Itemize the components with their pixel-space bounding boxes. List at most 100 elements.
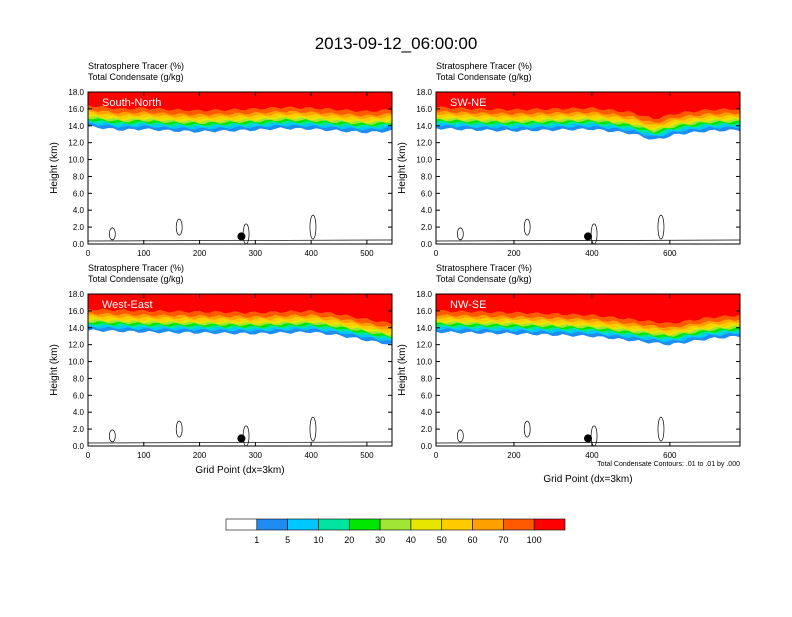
x-tick-label: 200 [507,249,521,258]
panel-nw-se: Stratosphere Tracer (%) Total Condensate … [397,263,741,485]
y-axis-label: Height (km) [49,142,60,194]
x-tick-label: 400 [304,249,318,258]
plot-area [436,294,740,446]
condensate-contour [108,227,116,241]
x-tick-label: 200 [193,249,207,258]
colorbar-swatch [225,518,258,531]
y-tick-label: 14.0 [68,324,84,333]
x-tick-label: 0 [86,249,91,258]
y-tick-label: 4.0 [421,206,433,215]
x-tick-label: 500 [360,451,374,460]
tracer-band [436,294,740,324]
contour-note: Total Condensate Contours: .01 to .01 by… [597,461,740,468]
x-tick-label: 0 [434,249,439,258]
y-tick-label: 16.0 [68,307,84,316]
y-tick-label: 0.0 [421,442,433,451]
plot-frame [87,293,393,447]
y-tick-label: 8.0 [421,172,433,181]
x-tick-label: 300 [249,249,263,258]
x-axis-label: Grid Point (dx=3km) [543,474,632,485]
x-tick-label: 100 [137,249,151,258]
tracer-band [88,92,392,112]
field-label: Total Condensate (g/kg) [436,72,532,82]
x-tick-label: 400 [585,451,599,460]
x-tick-label: 300 [249,451,263,460]
field-label: Stratosphere Tracer (%) [88,61,184,71]
y-tick-label: 2.0 [73,223,85,232]
x-tick-label: 500 [360,249,374,258]
terrain-line [436,441,740,444]
colorbar-swatch [503,518,535,531]
colorbar-label: 1 [254,535,259,545]
y-tick-label: 14.0 [416,324,432,333]
location-marker [237,434,246,443]
y-tick-label: 2.0 [421,223,433,232]
panel-sw-ne: Stratosphere Tracer (%)Total Condensate … [397,61,741,258]
y-tick-label: 18.0 [68,290,84,299]
y-tick-label: 2.0 [73,425,85,434]
colorbar-swatch [348,518,381,531]
x-tick-label: 100 [137,451,151,460]
y-tick-label: 4.0 [421,408,433,417]
colorbar-label: 20 [344,535,354,545]
colorbar-swatch [256,518,288,531]
plot-frame [435,293,741,447]
colorbar-label: 10 [313,535,323,545]
x-tick-label: 600 [663,451,677,460]
y-tick-label: 8.0 [73,172,85,181]
y-tick-label: 16.0 [416,105,432,114]
condensate-contour [523,420,531,438]
colorbar-swatch [318,518,350,531]
y-tick-label: 18.0 [416,290,432,299]
y-tick-label: 0.0 [73,240,85,249]
x-tick-label: 400 [585,249,599,258]
condensate-contour [309,416,317,442]
panels: Stratosphere Tracer (%)Total Condensate … [49,61,741,485]
condensate-contour [456,429,464,443]
plot-area [88,92,392,244]
colorbar-swatch [379,518,412,531]
field-label: Stratosphere Tracer (%) [436,263,532,273]
panel-title: South-North [102,97,161,109]
x-axis-label: Grid Point (dx=3km) [195,465,284,476]
colorbar-label: 50 [437,535,447,545]
field-label: Total Condensate (g/kg) [88,72,184,82]
figure-title: 2013-09-12_06:00:00 [315,34,478,53]
y-tick-label: 12.0 [68,341,84,350]
condensate-contour [657,214,665,240]
plot-frame [87,91,393,245]
condensate-contour [309,214,317,240]
condensate-contour [456,227,464,241]
y-tick-label: 8.0 [421,374,433,383]
location-marker [237,232,246,241]
location-marker [584,434,592,443]
y-tick-label: 10.0 [416,156,432,165]
y-tick-label: 10.0 [416,358,432,367]
y-tick-label: 4.0 [73,206,85,215]
plot-frame [435,91,741,245]
location-marker [584,232,592,241]
condensate-contour [175,420,183,438]
y-tick-label: 6.0 [421,391,433,400]
colorbar-label: 100 [527,535,542,545]
colorbar-label: 40 [406,535,416,545]
panel-title: West-East [102,299,153,311]
y-axis-label: Height (km) [397,344,408,396]
y-tick-label: 6.0 [73,391,85,400]
panel-title: NW-SE [450,299,486,311]
field-label: Stratosphere Tracer (%) [436,61,532,71]
colorbar-swatch [441,518,473,531]
x-tick-label: 200 [507,451,521,460]
terrain-line [436,239,740,242]
y-tick-label: 10.0 [68,156,84,165]
plot-area [436,92,740,244]
y-tick-label: 14.0 [416,122,432,131]
y-tick-label: 0.0 [73,442,85,451]
x-tick-label: 0 [86,451,91,460]
colorbar-label: 5 [285,535,290,545]
colorbar-swatch [287,518,319,531]
colorbar-label: 70 [498,535,508,545]
y-tick-label: 0.0 [421,240,433,249]
y-tick-label: 16.0 [68,105,84,114]
